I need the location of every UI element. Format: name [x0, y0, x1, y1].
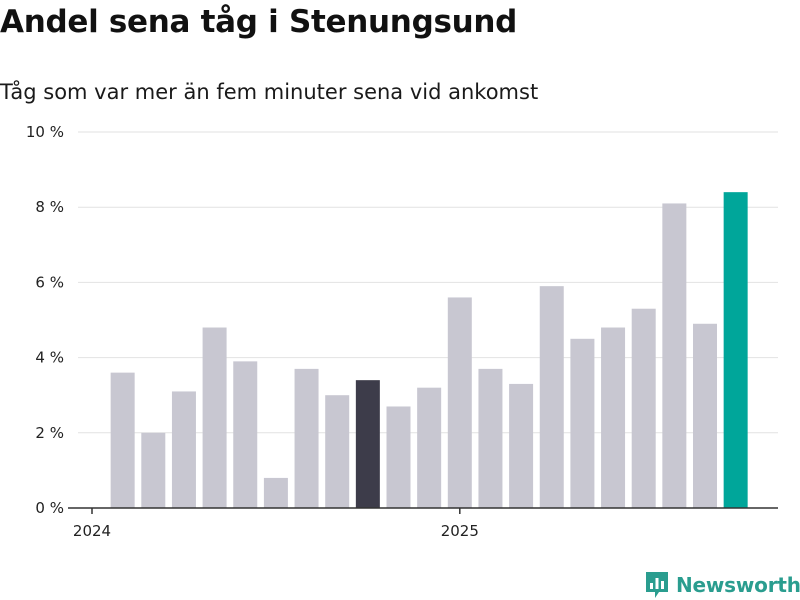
x-tick-label: 2025 [441, 522, 479, 540]
y-tick-label: 2 % [35, 424, 64, 442]
bar-2024-10 [355, 380, 380, 508]
bar-2025-09 [693, 323, 717, 508]
chart-title: Andel sena tåg i Stenungsund [0, 4, 518, 40]
bar-2025-01 [447, 297, 472, 508]
y-axis-labels: 0 % 2 % 4 % 6 % 8 % 10 % [26, 123, 64, 517]
bar-2024-06 [233, 361, 258, 508]
bar-2024-09 [325, 395, 350, 508]
bar-2025-02 [478, 368, 503, 508]
y-tick-label: 0 % [35, 499, 64, 517]
x-tick-label: 2024 [73, 522, 111, 540]
y-tick-label: 6 % [35, 273, 64, 291]
chart-subtitle: Tåg som var mer än fem minuter sena vid … [0, 80, 539, 104]
bar-2024-08 [294, 368, 319, 508]
bar-2024-04 [171, 391, 196, 508]
y-tick-label: 10 % [26, 123, 64, 141]
newsworthy-logo-icon [646, 572, 668, 598]
bar-2024-07 [263, 477, 288, 508]
bars [110, 192, 748, 508]
bar-2025-03 [509, 383, 534, 508]
bar-2025-10 [723, 192, 748, 508]
bar-2024-11 [386, 406, 411, 508]
bar-2025-05 [570, 338, 595, 508]
newsworthy-logo: Newsworthy [644, 570, 800, 600]
y-tick-label: 4 % [35, 349, 64, 367]
bar-2024-05 [202, 327, 227, 508]
bar-2024-12 [417, 387, 442, 508]
brand-name: Newsworthy [676, 573, 800, 597]
bar-2025-04 [539, 286, 564, 508]
bar-2024-02 [110, 372, 135, 508]
bar-2024-03 [141, 432, 166, 508]
bar-2025-08 [662, 203, 687, 508]
y-tick-label: 8 % [35, 198, 64, 216]
x-axis: 2024 2025 [68, 507, 778, 540]
bar-2025-07 [631, 308, 656, 508]
bar-2025-06 [601, 327, 626, 508]
